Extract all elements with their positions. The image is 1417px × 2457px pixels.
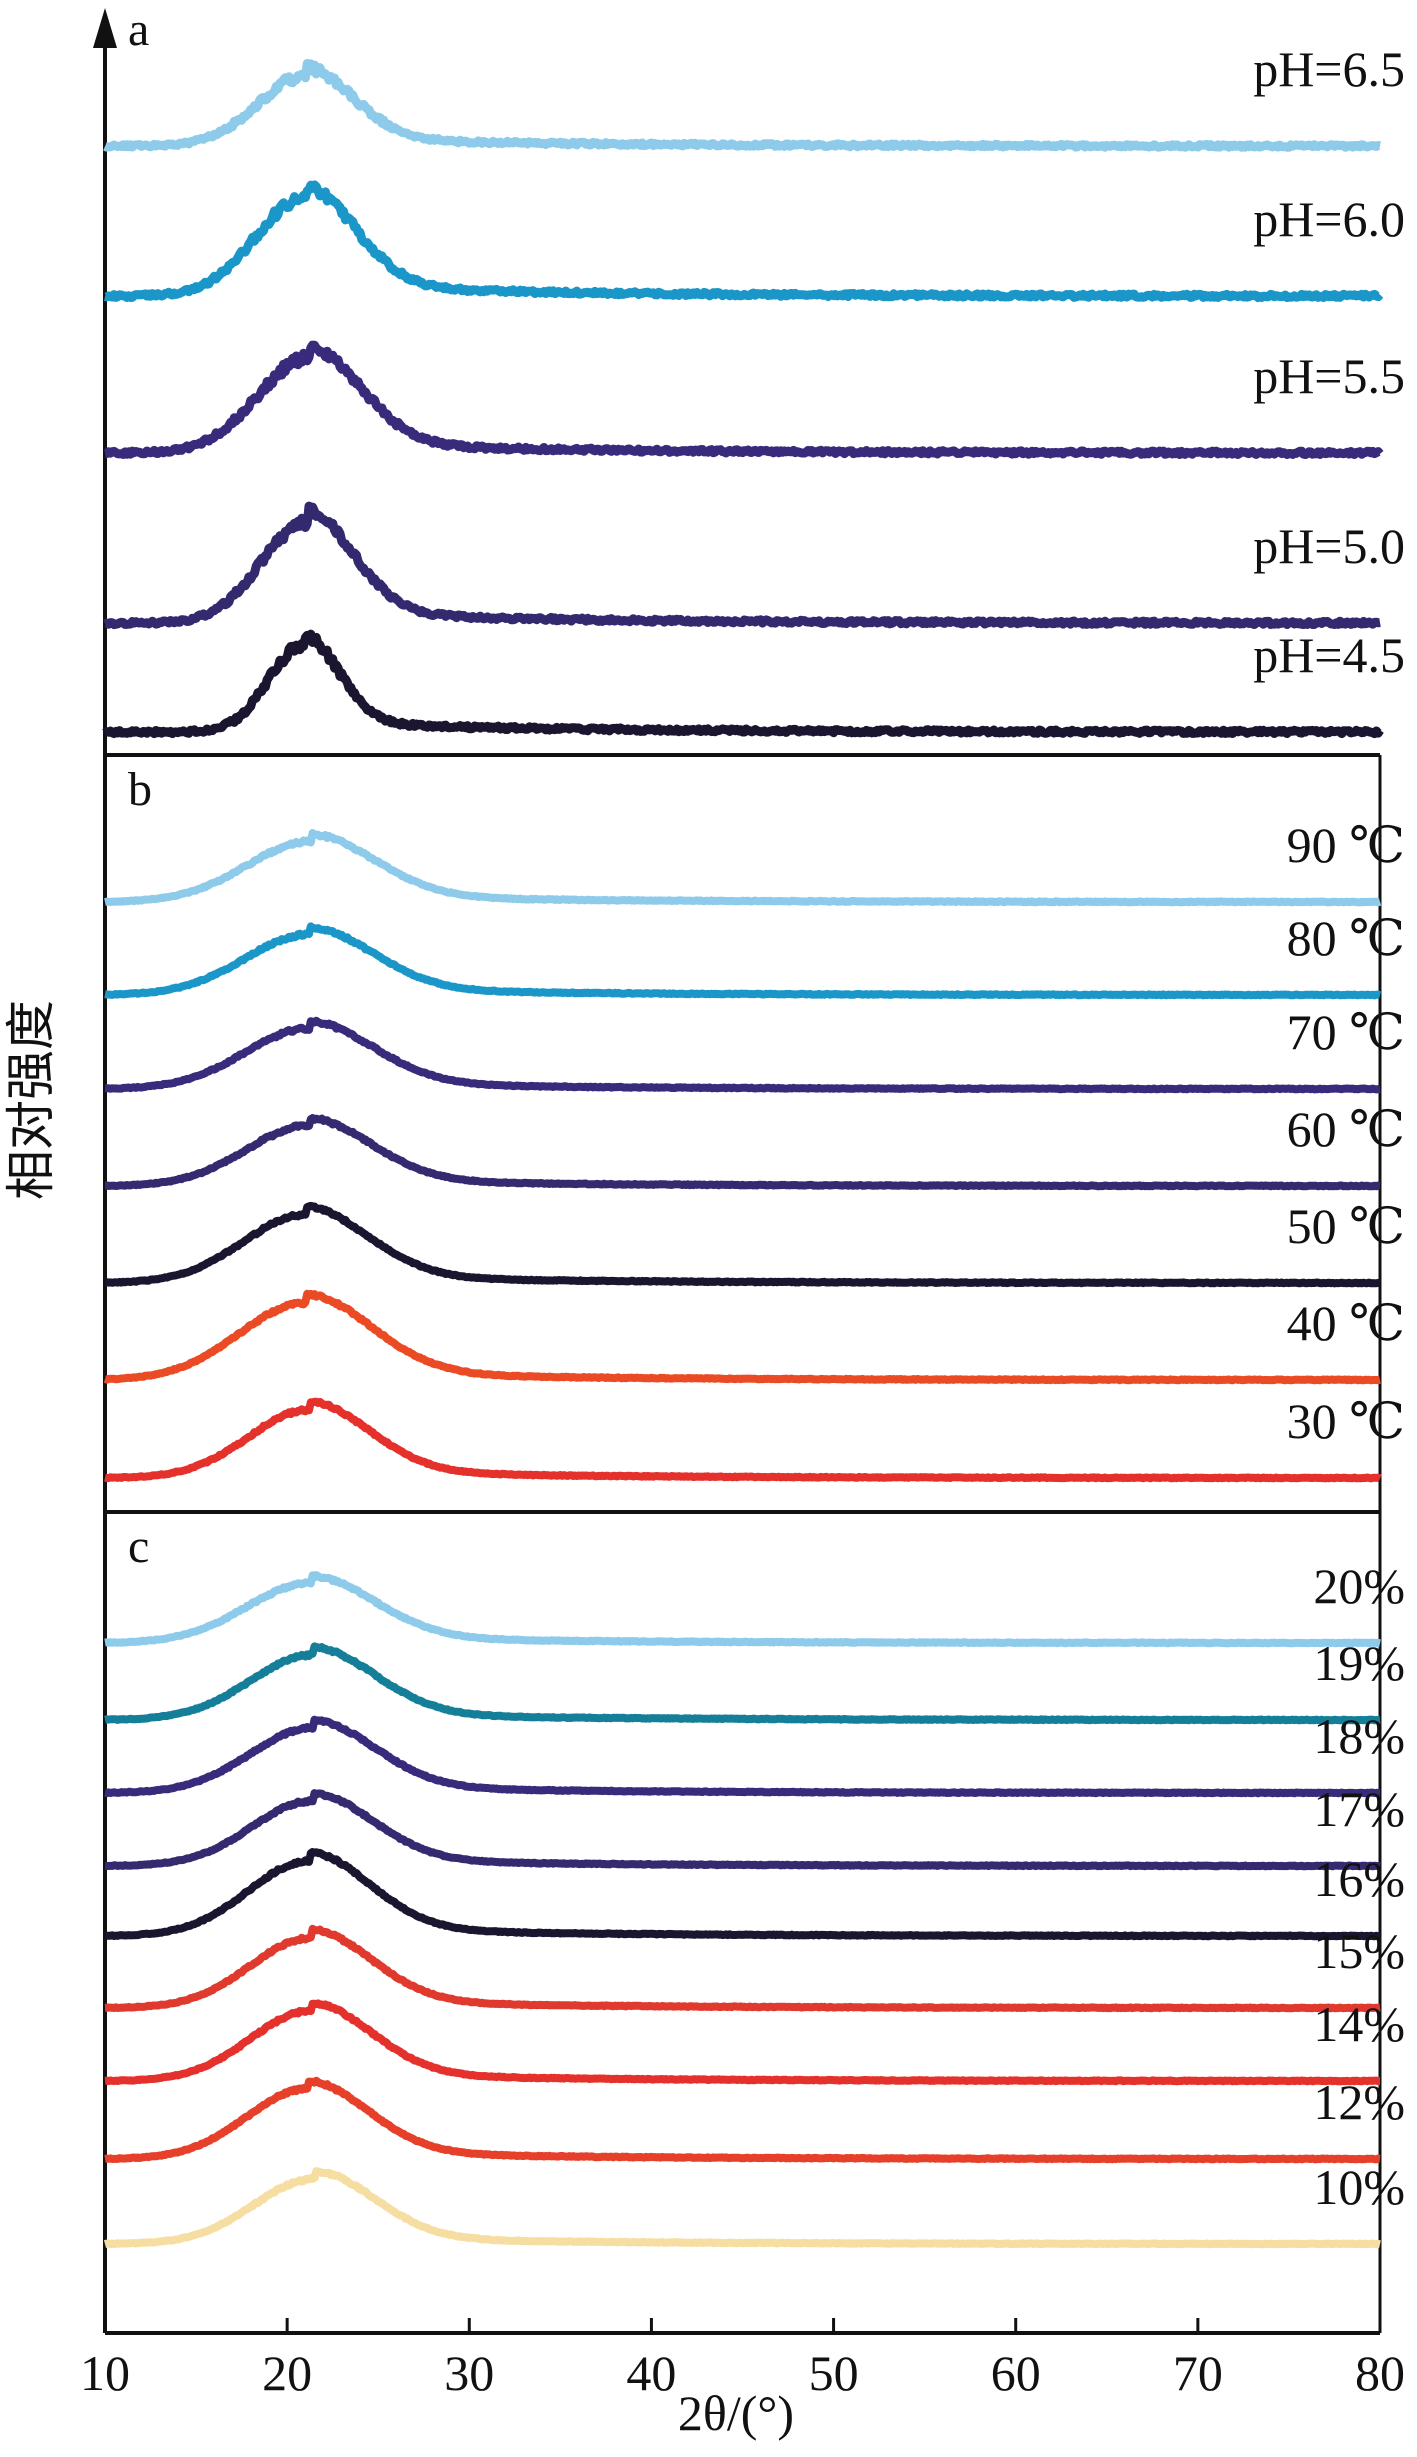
series-label: 14% xyxy=(1313,1996,1405,2052)
x-tick-label: 30 xyxy=(444,2345,494,2401)
series-label: 20% xyxy=(1313,1558,1405,1614)
series-line xyxy=(102,340,1384,459)
x-axis-ticks: 10 20 30 40 50 60 70 80 xyxy=(80,2318,1405,2401)
series-line xyxy=(102,1201,1383,1288)
label-layer: a b c pH=6.5 pH=6.0 pH=5.5 pH=5.0 pH=4.5 90 ℃ 80 … xyxy=(128,3,1405,2215)
panel-letter: b xyxy=(128,763,152,816)
x-tick-label: 40 xyxy=(626,2345,676,2401)
series-line xyxy=(102,59,1383,152)
series-label: 80 ℃ xyxy=(1287,910,1405,966)
series-label: pH=5.0 xyxy=(1253,518,1405,574)
series-line xyxy=(102,1397,1383,1483)
series-label: 16% xyxy=(1313,1851,1405,1907)
series-line xyxy=(102,180,1384,302)
series-label: 17% xyxy=(1313,1781,1405,1837)
series-label: 18% xyxy=(1313,1708,1405,1764)
series-label: pH=6.5 xyxy=(1253,41,1405,97)
series-line xyxy=(102,1715,1383,1798)
series-label: 40 ℃ xyxy=(1287,1295,1405,1351)
x-tick-label: 80 xyxy=(1355,2345,1405,2401)
series-line xyxy=(102,1289,1383,1385)
series-label: 70 ℃ xyxy=(1287,1004,1405,1060)
x-tick-label: 50 xyxy=(809,2345,859,2401)
series-label: 90 ℃ xyxy=(1287,817,1405,873)
series-line xyxy=(102,629,1384,739)
series-label: 10% xyxy=(1313,2159,1405,2215)
series-layer xyxy=(102,59,1384,2249)
series-label: 50 ℃ xyxy=(1287,1198,1405,1254)
x-tick-label: 20 xyxy=(262,2345,312,2401)
panel-letter: a xyxy=(128,3,149,56)
series-label: pH=4.5 xyxy=(1253,627,1405,683)
series-line xyxy=(102,1789,1383,1871)
x-tick-label: 60 xyxy=(991,2345,1041,2401)
panel-letter: c xyxy=(128,1520,149,1573)
panel-frame xyxy=(93,8,1382,2335)
x-tick-label: 10 xyxy=(80,2345,130,2401)
series-label: pH=5.5 xyxy=(1253,348,1405,404)
series-label: pH=6.0 xyxy=(1253,191,1405,247)
series-line xyxy=(102,501,1383,630)
series-label: 15% xyxy=(1313,1923,1405,1979)
series-line xyxy=(102,1016,1383,1094)
series-line xyxy=(102,1114,1383,1191)
x-tick-label: 70 xyxy=(1173,2345,1223,2401)
series-line xyxy=(102,1848,1383,1941)
series-line xyxy=(102,922,1383,1000)
series-line xyxy=(102,1571,1383,1648)
series-label: 30 ℃ xyxy=(1287,1393,1405,1449)
series-label: 19% xyxy=(1313,1635,1405,1691)
series-line xyxy=(102,1642,1383,1725)
series-line xyxy=(102,1924,1383,2013)
series-line xyxy=(102,2167,1383,2249)
x-axis-title: 2θ/(°) xyxy=(678,2385,794,2441)
y-axis-title: 相对强度 xyxy=(3,1000,59,1200)
series-line xyxy=(102,2076,1383,2164)
series-label: 12% xyxy=(1313,2074,1405,2130)
series-label: 60 ℃ xyxy=(1287,1101,1405,1157)
y-axis-arrow xyxy=(93,8,117,48)
series-line xyxy=(102,829,1383,907)
series-line xyxy=(102,1999,1383,2086)
